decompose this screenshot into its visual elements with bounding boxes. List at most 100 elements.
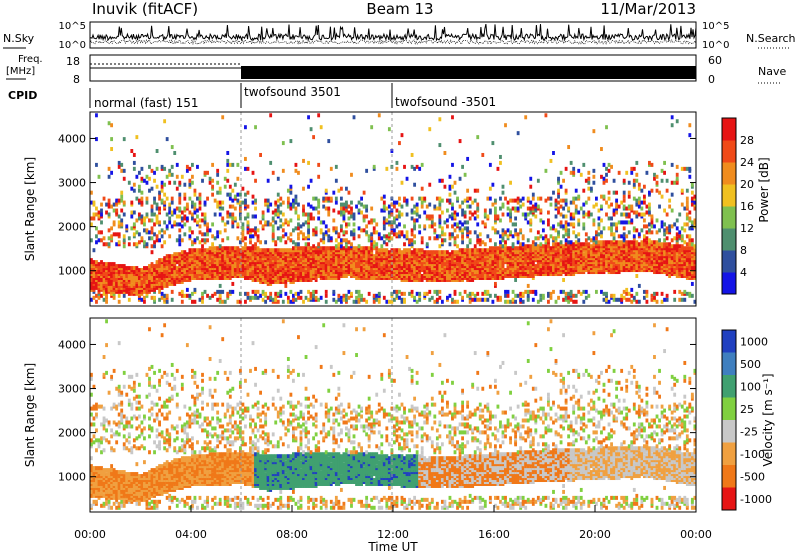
heatmap-cell [226, 291, 230, 296]
heatmap-cell [314, 295, 318, 300]
heatmap-cell [160, 164, 164, 169]
heatmap-cell [382, 194, 386, 199]
heatmap-cell [567, 145, 571, 150]
heatmap-cell [395, 160, 399, 165]
heatmap-cell [221, 200, 225, 205]
heatmap-cell [365, 246, 369, 251]
heatmap-cell [564, 224, 568, 229]
heatmap-cell [541, 293, 545, 298]
heatmap-cell [526, 220, 530, 225]
heatmap-cell [506, 234, 510, 239]
heatmap-cell [375, 297, 379, 302]
heatmap-cell [135, 196, 139, 201]
heatmap-cell [332, 226, 336, 231]
heatmap-cell [100, 283, 103, 288]
heatmap-cell [281, 228, 285, 233]
heatmap-cell [170, 145, 174, 150]
heatmap-cell [562, 277, 565, 282]
heatmap-cell [153, 295, 156, 300]
heatmap-cell [529, 289, 533, 294]
heatmap-cell [110, 147, 114, 152]
heatmap-cell [304, 220, 308, 225]
heatmap-cell [153, 222, 156, 227]
heatmap-cell [395, 248, 399, 253]
heatmap-cell [201, 291, 204, 296]
heatmap-cell [572, 299, 576, 304]
heatmap-cell [526, 289, 530, 294]
heatmap-cell [95, 293, 98, 298]
heatmap-cell [158, 258, 161, 263]
heatmap-cell [292, 293, 295, 298]
heatmap-cell [572, 170, 576, 175]
heatmap-cell [496, 214, 500, 219]
nave-label: Nave [758, 65, 786, 78]
heatmap-cell [100, 238, 103, 243]
heatmap-cell [312, 206, 316, 211]
heatmap-cell [183, 196, 187, 201]
heatmap-cell [375, 262, 379, 267]
heatmap-cell [440, 238, 444, 243]
heatmap-cell [589, 212, 593, 217]
freq-panel: Freq. [MHz] 18 8 60 0 Nave [6, 54, 786, 86]
heatmap-cell [471, 200, 475, 205]
heatmap-cell [289, 190, 293, 195]
heatmap-cell [355, 299, 358, 304]
heatmap-cell [393, 220, 396, 225]
heatmap-cell [178, 196, 182, 201]
heatmap-cell [605, 264, 608, 269]
heatmap-cell [435, 250, 439, 255]
heatmap-cell [476, 248, 480, 253]
heatmap-cell [521, 242, 525, 247]
heatmap-cell [526, 238, 530, 243]
heatmap-cell [150, 208, 154, 213]
heatmap-cell [198, 192, 202, 197]
heatmap-cell [541, 244, 545, 249]
heatmap-cell [610, 268, 613, 273]
heatmap-cell [521, 202, 525, 207]
heatmap-cell [514, 232, 518, 237]
heatmap-cell [370, 125, 374, 130]
heatmap-cell [569, 216, 573, 221]
heatmap-cell [238, 212, 242, 217]
heatmap-cell [400, 204, 404, 209]
heatmap-cell [342, 297, 346, 302]
heatmap-cell [213, 250, 217, 255]
heatmap-cell [519, 204, 523, 209]
heatmap-cell [438, 214, 442, 219]
heatmap-cell [228, 192, 232, 197]
heatmap-cell [468, 248, 472, 253]
heatmap-cell [143, 244, 146, 249]
heatmap-cell [559, 224, 563, 229]
heatmap-cell [453, 210, 457, 215]
heatmap-cell [430, 224, 434, 229]
heatmap-cell [372, 230, 376, 235]
heatmap-cell [299, 266, 303, 271]
heatmap-cell [504, 299, 507, 304]
heatmap-cell [185, 168, 189, 173]
heatmap-cell [100, 202, 103, 207]
heatmap-cell [244, 216, 247, 221]
heatmap-cell [221, 289, 225, 294]
heatmap-cell [173, 274, 177, 278]
heatmap-cell [107, 236, 111, 241]
heatmap-cell [468, 204, 472, 209]
heatmap-cell [547, 218, 550, 223]
heatmap-cell [304, 295, 308, 300]
heatmap-cell [317, 297, 321, 302]
heatmap-cell [241, 236, 245, 241]
heatmap-cell [314, 196, 318, 201]
heatmap-cell [304, 246, 308, 251]
heatmap-cell [148, 218, 151, 223]
heatmap-cell [155, 279, 159, 284]
heatmap-cell [494, 228, 497, 233]
heatmap-cell [196, 208, 199, 213]
heatmap-cell [382, 204, 386, 209]
sky-panel: N.Sky 10^5 10^0 10^5 10^0 N.Search [3, 21, 796, 51]
heatmap-cell [355, 275, 358, 280]
heatmap-cell [557, 210, 560, 215]
heatmap-cell [180, 289, 184, 294]
heatmap-cell [370, 218, 374, 223]
heatmap-cell [612, 232, 616, 237]
sky-count-line [89, 23, 697, 42]
heatmap-cell [289, 218, 293, 223]
